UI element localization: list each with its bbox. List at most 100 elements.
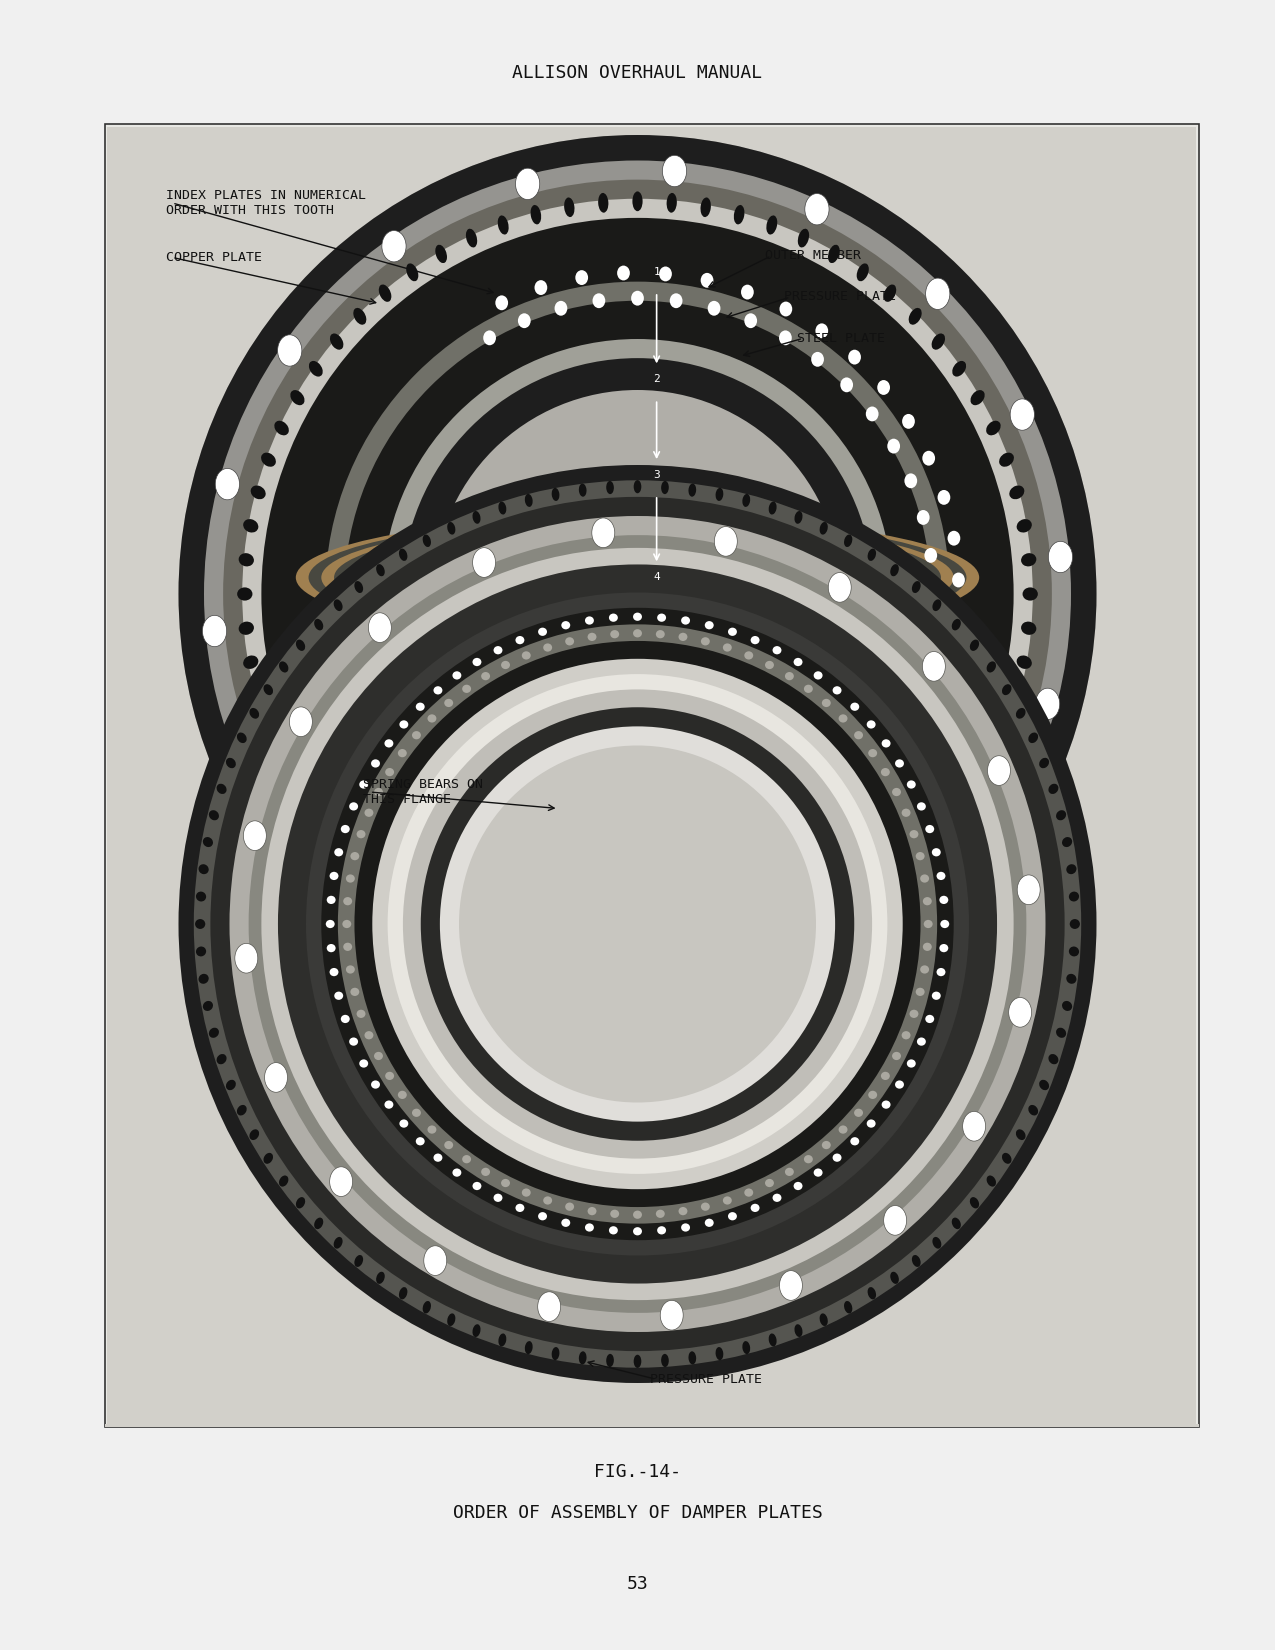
Ellipse shape [1002,1153,1011,1163]
Ellipse shape [338,624,937,1224]
Ellipse shape [209,810,219,820]
Ellipse shape [857,908,868,924]
Ellipse shape [329,969,338,977]
Ellipse shape [334,523,941,632]
Circle shape [473,548,496,578]
Ellipse shape [481,672,490,680]
Ellipse shape [854,731,863,739]
Ellipse shape [848,350,861,365]
Ellipse shape [884,886,896,904]
Ellipse shape [904,474,917,488]
Circle shape [829,573,852,602]
Ellipse shape [354,581,363,592]
Ellipse shape [448,521,455,535]
Ellipse shape [278,564,997,1284]
Ellipse shape [321,521,954,634]
Circle shape [446,964,470,995]
Ellipse shape [678,1208,687,1216]
Bar [105,124,1198,1427]
Ellipse shape [937,490,950,505]
Ellipse shape [912,1256,921,1267]
Ellipse shape [434,1153,442,1162]
Ellipse shape [779,843,792,858]
Ellipse shape [354,640,921,1208]
Ellipse shape [179,135,1096,1053]
Text: 53: 53 [626,1576,649,1592]
Ellipse shape [1056,1028,1066,1038]
Ellipse shape [379,284,391,302]
Ellipse shape [868,804,881,818]
Ellipse shape [226,757,236,769]
Ellipse shape [838,833,850,848]
Ellipse shape [204,160,1071,1028]
Circle shape [241,757,265,789]
Ellipse shape [561,901,574,916]
Circle shape [779,1270,802,1300]
Ellipse shape [518,314,530,328]
Ellipse shape [195,919,205,929]
Ellipse shape [353,309,366,325]
Text: 3: 3 [653,470,660,480]
Ellipse shape [937,871,946,879]
Ellipse shape [521,652,530,660]
Ellipse shape [427,714,436,723]
Ellipse shape [765,1178,774,1186]
Ellipse shape [915,988,924,997]
Circle shape [235,944,258,974]
Ellipse shape [371,759,380,767]
Ellipse shape [657,1226,666,1234]
Ellipse shape [850,703,859,711]
Circle shape [538,1292,561,1322]
Ellipse shape [1039,757,1049,769]
Ellipse shape [399,1119,408,1127]
Ellipse shape [773,647,782,655]
Ellipse shape [385,1101,394,1109]
Ellipse shape [518,860,530,874]
Circle shape [1017,874,1040,904]
Ellipse shape [923,921,932,927]
Ellipse shape [723,644,732,652]
Ellipse shape [421,708,854,1140]
Ellipse shape [867,721,876,729]
Ellipse shape [543,644,552,652]
Ellipse shape [681,617,690,625]
Ellipse shape [525,1341,533,1355]
Circle shape [423,1246,446,1275]
Ellipse shape [223,180,1052,1008]
Ellipse shape [634,1355,641,1368]
Ellipse shape [632,977,643,997]
Ellipse shape [745,652,754,660]
Ellipse shape [1039,1079,1049,1091]
Ellipse shape [909,309,922,325]
Ellipse shape [884,284,896,302]
Ellipse shape [279,662,288,673]
Ellipse shape [669,879,682,894]
Ellipse shape [632,629,641,637]
Ellipse shape [779,330,792,345]
Ellipse shape [705,620,714,629]
Ellipse shape [822,700,831,708]
Ellipse shape [593,294,606,309]
Ellipse shape [321,607,954,1241]
Text: SPRING BEARS ON
THIS FLANGE: SPRING BEARS ON THIS FLANGE [363,779,483,805]
Ellipse shape [399,548,408,561]
Ellipse shape [866,767,878,782]
Ellipse shape [611,1209,620,1218]
Ellipse shape [933,696,946,711]
Circle shape [244,820,266,850]
Ellipse shape [932,838,945,855]
Ellipse shape [751,635,760,644]
Ellipse shape [309,518,966,637]
Ellipse shape [250,1129,259,1140]
Ellipse shape [1066,865,1076,874]
Circle shape [330,1167,353,1196]
Ellipse shape [497,216,509,234]
Ellipse shape [901,1031,910,1040]
Ellipse shape [924,625,937,640]
Ellipse shape [353,863,366,879]
Ellipse shape [987,662,996,673]
Text: PRESSURE PLATE: PRESSURE PLATE [650,1373,762,1386]
Ellipse shape [407,908,418,924]
Ellipse shape [669,294,682,309]
Circle shape [926,279,950,310]
